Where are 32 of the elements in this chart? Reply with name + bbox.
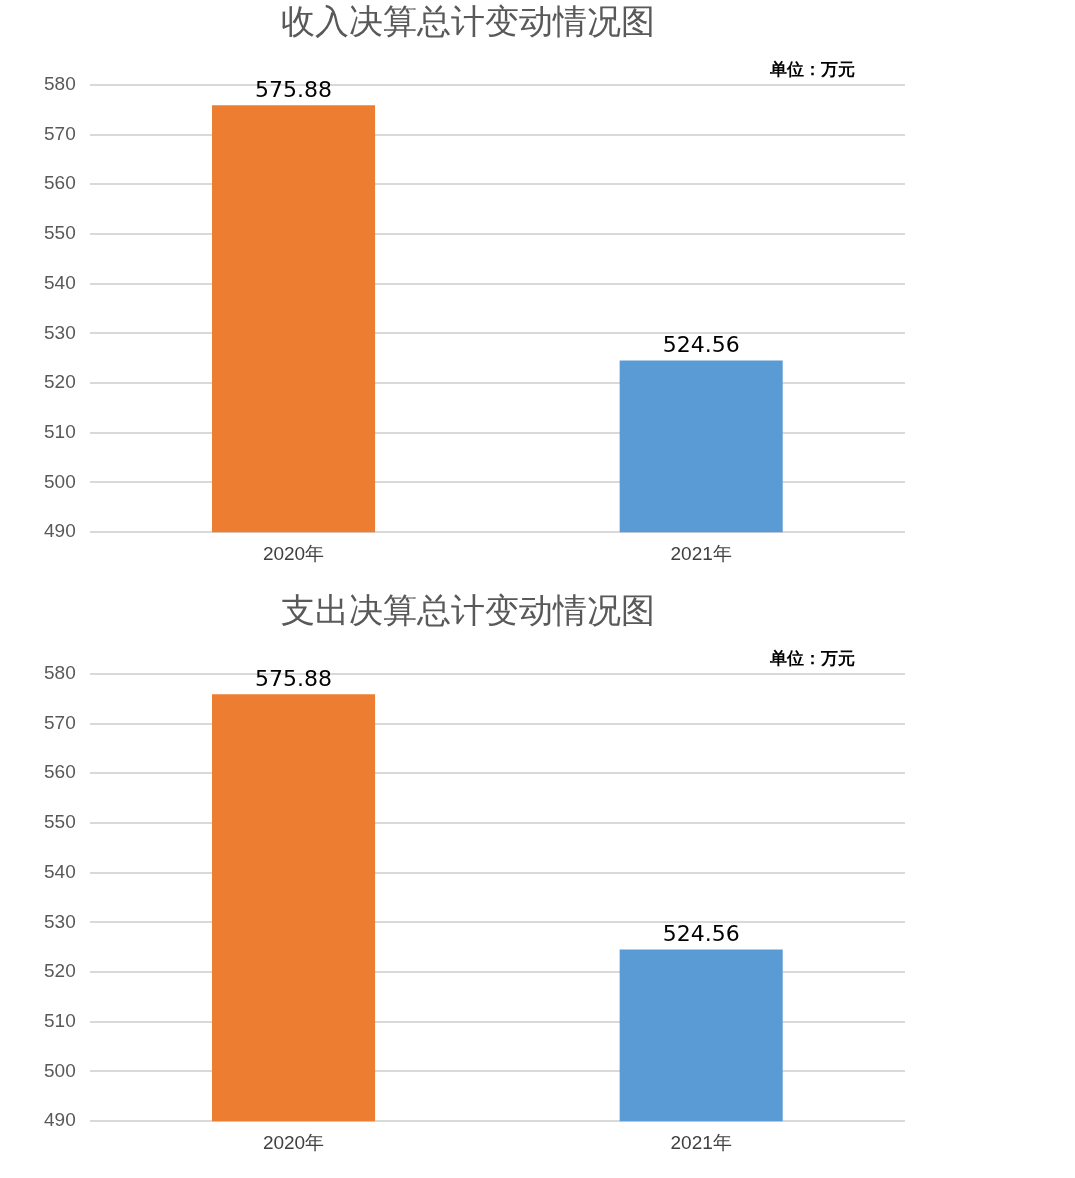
x-tick-label: 2020年 bbox=[262, 542, 325, 564]
y-tick-label: 530 bbox=[44, 321, 76, 343]
y-tick-label: 560 bbox=[44, 172, 76, 194]
data-label: 524.56 bbox=[662, 921, 740, 947]
data-label: 575.88 bbox=[255, 77, 333, 102]
y-tick-label: 580 bbox=[44, 73, 76, 95]
y-tick-label: 540 bbox=[44, 860, 76, 882]
y-tick-label: 560 bbox=[44, 761, 76, 783]
data-label: 524.56 bbox=[662, 332, 740, 358]
data-label: 575.88 bbox=[255, 666, 333, 691]
x-tick-label: 2021年 bbox=[670, 1131, 732, 1153]
y-tick-label: 550 bbox=[44, 222, 76, 244]
y-tick-label: 490 bbox=[44, 520, 76, 542]
text: 单位：万元 bbox=[769, 58, 855, 79]
y-tick-label: 510 bbox=[44, 421, 76, 443]
y-tick-label: 490 bbox=[44, 1109, 76, 1131]
chart-title: 收入决算总计变动情况图 bbox=[280, 1, 655, 42]
x-tick-label: 2021年 bbox=[670, 542, 732, 564]
y-tick-label: 520 bbox=[44, 960, 76, 982]
y-tick-label: 540 bbox=[44, 271, 76, 293]
y-tick-label: 500 bbox=[44, 1059, 76, 1081]
text: 单位：万元 bbox=[769, 647, 855, 668]
y-tick-label: 570 bbox=[44, 711, 76, 733]
y-tick-label: 570 bbox=[44, 122, 76, 144]
y-tick-label: 520 bbox=[44, 371, 76, 393]
chart-title: 支出决算总计变动情况图 bbox=[280, 590, 655, 631]
y-tick-label: 510 bbox=[44, 1010, 76, 1032]
y-tick-label: 550 bbox=[44, 811, 76, 833]
y-tick-label: 530 bbox=[44, 910, 76, 932]
y-tick-label: 500 bbox=[44, 470, 76, 492]
x-tick-label: 2020年 bbox=[262, 1131, 325, 1153]
y-tick-label: 580 bbox=[44, 662, 76, 684]
